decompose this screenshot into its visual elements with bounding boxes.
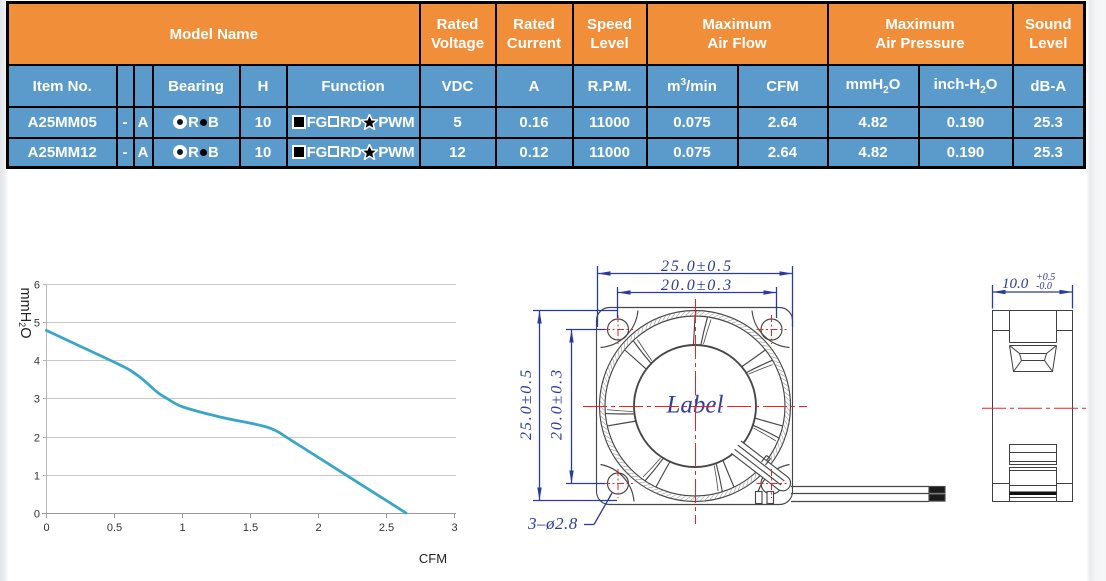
svg-text:3: 3: [451, 522, 457, 534]
svg-text:20.0±0.3: 20.0±0.3: [549, 368, 566, 440]
svg-text:2: 2: [315, 522, 321, 534]
svg-text:CFM: CFM: [419, 551, 447, 566]
svg-text:3–ø2.8: 3–ø2.8: [527, 514, 578, 533]
svg-text:mmH2O: mmH2O: [17, 288, 33, 339]
svg-text:0: 0: [43, 522, 49, 534]
svg-text:0: 0: [34, 509, 40, 521]
svg-text:5: 5: [34, 318, 40, 330]
svg-text:25.0±0.5: 25.0±0.5: [661, 258, 733, 275]
svg-text:1: 1: [34, 471, 40, 483]
svg-text:Label: Label: [666, 392, 724, 419]
svg-text:-0.0: -0.0: [1036, 281, 1052, 292]
svg-text:25.0±0.5: 25.0±0.5: [518, 368, 535, 440]
svg-text:20.0±0.3: 20.0±0.3: [661, 277, 733, 294]
svg-text:4: 4: [34, 356, 40, 368]
svg-text:+0.5: +0.5: [1036, 272, 1055, 283]
svg-text:2: 2: [34, 433, 40, 445]
svg-text:1.5: 1.5: [243, 522, 258, 534]
svg-text:3: 3: [34, 394, 40, 406]
svg-text:2.5: 2.5: [379, 522, 394, 534]
svg-text:1: 1: [179, 522, 185, 534]
svg-text:10.0: 10.0: [1002, 276, 1029, 292]
svg-text:6: 6: [34, 280, 40, 292]
svg-text:0.5: 0.5: [107, 522, 122, 534]
